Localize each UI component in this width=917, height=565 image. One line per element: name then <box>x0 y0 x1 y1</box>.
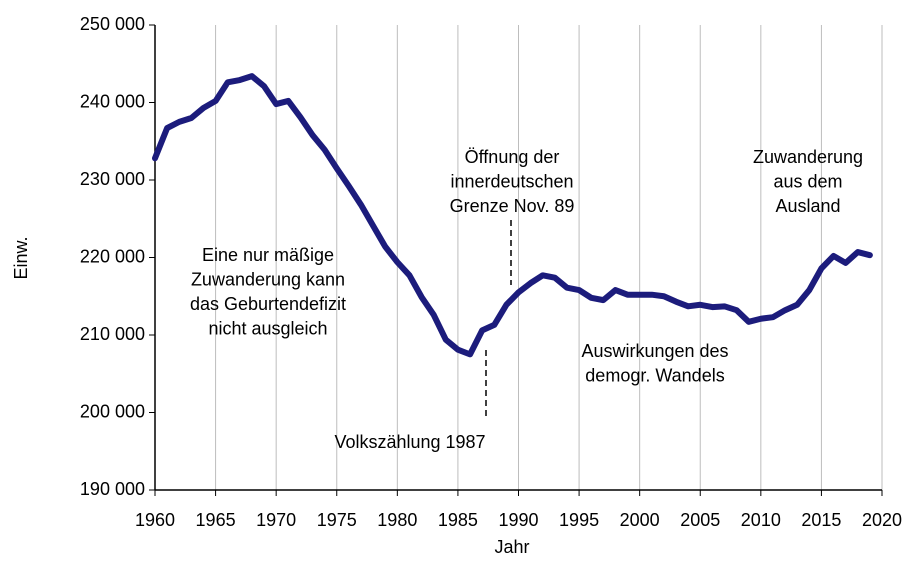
annotation: Eine nur mäßige <box>202 245 334 265</box>
x-tick-label: 1965 <box>196 510 236 530</box>
x-tick-label: 1975 <box>317 510 357 530</box>
y-tick-label: 230 000 <box>80 169 145 189</box>
y-tick-label: 240 000 <box>80 91 145 111</box>
annotation: das Geburtendefizit <box>190 294 346 314</box>
y-tick-label: 190 000 <box>80 479 145 499</box>
y-tick-label: 250 000 <box>80 14 145 34</box>
annotation: Öffnung der <box>465 147 560 167</box>
annotation: Zuwanderung <box>753 147 863 167</box>
annotation: Volkszählung 1987 <box>334 432 485 452</box>
x-tick-label: 2000 <box>620 510 660 530</box>
y-tick-label: 200 000 <box>80 401 145 421</box>
x-tick-label: 2010 <box>741 510 781 530</box>
x-tick-label: 2020 <box>862 510 902 530</box>
x-tick-label: 1990 <box>498 510 538 530</box>
x-tick-label: 2015 <box>801 510 841 530</box>
annotation: nicht ausgleich <box>208 318 327 338</box>
annotation: demogr. Wandels <box>585 365 724 385</box>
annotation: Ausland <box>775 196 840 216</box>
annotation: innerdeutschen <box>450 171 573 191</box>
x-tick-label: 1985 <box>438 510 478 530</box>
annotation: Zuwanderung kann <box>191 269 345 289</box>
y-tick-label: 220 000 <box>80 246 145 266</box>
x-tick-label: 1970 <box>256 510 296 530</box>
annotation: Auswirkungen des <box>581 341 728 361</box>
x-tick-label: 1960 <box>135 510 175 530</box>
annotation: Grenze Nov. 89 <box>450 196 575 216</box>
x-tick-label: 1995 <box>559 510 599 530</box>
x-axis-label: Jahr <box>494 537 529 557</box>
y-tick-label: 210 000 <box>80 324 145 344</box>
y-axis-label: Einw. <box>11 236 31 279</box>
x-tick-label: 2005 <box>680 510 720 530</box>
data-line <box>152 73 873 358</box>
annotation: aus dem <box>773 171 842 191</box>
x-tick-label: 1980 <box>377 510 417 530</box>
